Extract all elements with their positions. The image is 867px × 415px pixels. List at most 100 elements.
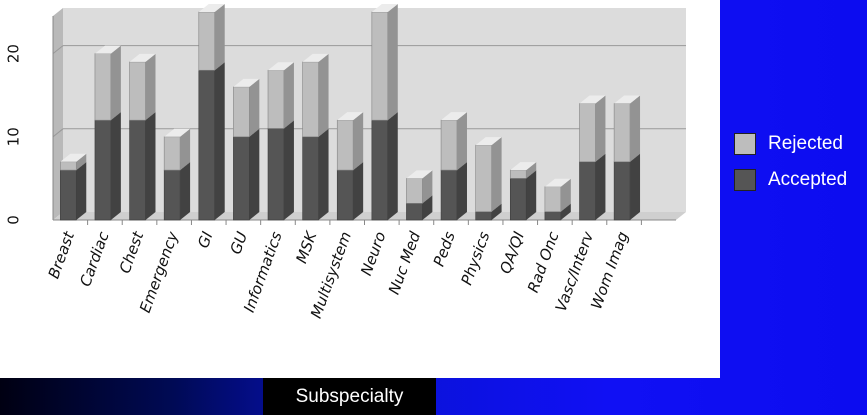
category-label: Neuro [357, 229, 389, 278]
bar-rejected [475, 144, 492, 212]
legend-label-accepted: Accepted [768, 169, 848, 190]
bar-rejected [579, 103, 596, 163]
bar-accepted-side [249, 128, 260, 220]
legend: Rejected Accepted [734, 126, 847, 198]
category-label: Nuc Med [385, 229, 424, 297]
category-label: QA/QI [496, 229, 528, 276]
bar-accepted-side [630, 153, 641, 220]
y-tick-label: 0 [5, 215, 23, 225]
bar-accepted [579, 161, 596, 221]
x-axis-title: Subspecialty [263, 378, 436, 415]
bar-accepted-side [456, 162, 467, 220]
bar-rejected-side [595, 95, 606, 162]
bar-accepted [475, 211, 492, 221]
bar-rejected-side [145, 53, 156, 121]
bar-rejected [371, 11, 389, 121]
bar-accepted-side [353, 162, 364, 220]
bar-accepted [509, 178, 527, 221]
bar-rejected-top [129, 53, 156, 62]
bar-rejected [94, 53, 112, 121]
category-label: Chest [116, 228, 148, 276]
bar-rejected-side [180, 128, 191, 171]
bar-accepted [406, 203, 423, 221]
bar-accepted [198, 69, 216, 221]
bar-accepted-side [145, 112, 156, 220]
category-label: GU [226, 229, 251, 256]
bar-rejected-top [614, 95, 641, 104]
gridline-side [52, 128, 64, 138]
bar-rejected [440, 119, 458, 171]
bar-accepted-side [283, 120, 294, 220]
bar-rejected-top [510, 162, 537, 171]
bar-rejected-side [526, 162, 537, 179]
bar-rejected-top [475, 137, 502, 146]
bar-rejected-side [560, 178, 571, 212]
bar-rejected [198, 11, 216, 71]
bar-rejected-side [76, 153, 87, 171]
category-label: Physics [458, 229, 494, 287]
legend-item-accepted: Accepted [734, 162, 847, 198]
bar-rejected-side [318, 53, 329, 137]
bar-rejected [267, 69, 285, 129]
bar-rejected-side [387, 4, 398, 121]
bar-rejected [233, 86, 250, 138]
gridline-side [52, 45, 64, 54]
bar-accepted [94, 119, 112, 221]
category-label: Breast [45, 228, 79, 281]
bar-rejected-side [249, 78, 260, 137]
bar-accepted [544, 211, 562, 221]
legend-item-rejected: Rejected [734, 126, 847, 162]
bar-accepted [60, 169, 77, 221]
bar-rejected-side [630, 95, 641, 162]
bar-rejected-top [371, 4, 398, 12]
bar-accepted [336, 169, 354, 221]
bar-accepted [267, 128, 285, 221]
bar-accepted [440, 169, 458, 221]
bar-rejected-top [337, 112, 364, 121]
bar-rejected-side [353, 112, 364, 171]
bar-accepted [613, 161, 631, 221]
bar-rejected [336, 119, 354, 171]
bar-rejected-top [268, 62, 294, 71]
bar-rejected-side [491, 137, 502, 212]
bar-accepted [129, 119, 146, 221]
bar-rejected-side [283, 62, 294, 129]
bar-accepted-side [422, 195, 433, 220]
bar-rejected-side [422, 170, 433, 204]
bar-rejected-top [164, 128, 191, 137]
bar-rejected-top [441, 112, 467, 121]
bar-accepted-side [180, 162, 191, 220]
bar-accepted [163, 169, 181, 221]
bar-rejected [544, 186, 562, 212]
bar-rejected-top [198, 4, 225, 12]
bar-accepted-side [560, 203, 571, 220]
bar-accepted [233, 136, 250, 221]
bar-rejected-top [544, 178, 571, 187]
bar-accepted-side [110, 112, 121, 220]
bar-rejected [60, 161, 77, 171]
bar-accepted-side [214, 62, 225, 220]
category-label: Rad Onc [524, 229, 563, 296]
bar-accepted-side [387, 112, 398, 220]
bar-rejected-top [233, 78, 260, 87]
bar-rejected-side [456, 112, 467, 171]
bar-rejected [509, 169, 527, 179]
legend-swatch-rejected [734, 133, 756, 155]
category-label: MSK [292, 228, 320, 266]
bar-accepted-side [318, 128, 329, 220]
bar-rejected-top [60, 153, 87, 162]
bar-rejected-top [94, 45, 121, 54]
bar-accepted-side [76, 162, 87, 220]
bar-rejected-top [302, 53, 329, 62]
bar-rejected [406, 178, 423, 204]
bar-accepted-side [595, 153, 606, 220]
bar-rejected-top [579, 95, 606, 104]
bar-rejected-side [214, 4, 225, 71]
bar-accepted-side [526, 170, 537, 220]
bar-accepted-side [491, 203, 502, 220]
legend-swatch-accepted [734, 169, 756, 191]
bar-rejected [163, 136, 181, 171]
category-label: Peds [430, 229, 459, 269]
y-tick-label: 10 [5, 127, 23, 146]
